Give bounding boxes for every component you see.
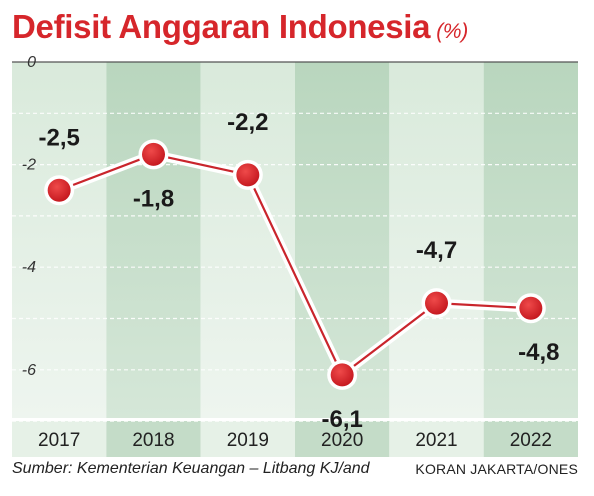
data-label: -2,5: [38, 124, 79, 151]
category-band-2018: [106, 421, 201, 457]
category-band-2019: [200, 421, 295, 457]
x-category-label: 2020: [321, 430, 363, 451]
category-band-2020: [295, 421, 390, 457]
x-category-label: 2018: [132, 430, 174, 451]
chart-title: Defisit Anggaran Indonesia (%): [12, 8, 468, 46]
data-labels: -2,5 -1,8 -2,2 -6,1 -4,7 -4,8: [38, 109, 559, 433]
chart-title-text: Defisit Anggaran Indonesia: [12, 8, 431, 45]
series-line: [57, 149, 532, 380]
category-band-2021: [389, 421, 484, 457]
y-tick-label: -4: [22, 259, 36, 276]
column-band-2022: [483, 62, 578, 418]
data-label: -1,8: [133, 185, 174, 212]
x-category-label: 2019: [227, 430, 269, 451]
column-band-2020: [295, 62, 390, 418]
x-axis-categories: 2017 2018 2019 2020 2021 2022: [38, 430, 552, 451]
y-axis-ticks: 0 -2 -4 -6: [22, 54, 36, 379]
data-label: -2,2: [227, 109, 268, 136]
data-point: [519, 296, 543, 320]
data-point: [47, 178, 71, 202]
x-category-label: 2021: [415, 430, 457, 451]
category-band-2017: [12, 421, 107, 457]
y-tick-label: -2: [22, 157, 36, 174]
gridlines: [12, 61, 578, 422]
data-markers: [44, 139, 546, 390]
data-label: -4,8: [518, 339, 559, 366]
series-line-path: [58, 153, 531, 377]
column-band-2021: [389, 62, 484, 418]
column-band-2018: [106, 62, 201, 418]
x-category-label: 2017: [38, 430, 80, 451]
data-point: [330, 363, 354, 387]
y-tick-label: -6: [22, 362, 36, 379]
credit-note: KORAN JAKARTA/ONES: [415, 461, 578, 477]
data-point: [142, 142, 165, 166]
x-category-label: 2022: [510, 430, 552, 451]
column-band-2017: [12, 62, 107, 418]
category-band-2022: [483, 421, 578, 457]
data-label: -6,1: [321, 406, 362, 433]
data-point: [425, 291, 448, 315]
source-note: Sumber: Kementerian Keuangan – Litbang K…: [12, 460, 370, 477]
data-point: [236, 163, 260, 187]
y-tick-label: 0: [27, 54, 36, 71]
chart-unit: (%): [436, 20, 468, 43]
data-label: -4,7: [416, 237, 457, 264]
column-bands: [12, 62, 578, 457]
